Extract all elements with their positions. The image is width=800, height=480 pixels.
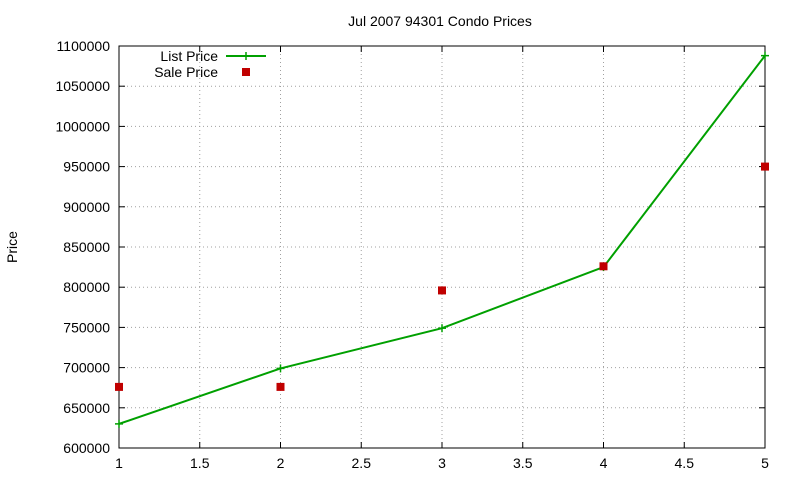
x-tick-label: 3.5 [513,455,533,471]
list-price-series [115,51,769,428]
sale-price-point [276,382,285,391]
y-tick-label: 700000 [63,360,110,376]
legend-label-sale-price: Sale Price [154,64,218,80]
x-tick-label: 1.5 [190,455,210,471]
chart-title: Jul 2007 94301 Condo Prices [348,13,532,29]
y-tick-label: 750000 [63,319,110,335]
sale-price-point [438,286,446,295]
y-tick-label: 850000 [63,239,110,255]
list-price-point [115,419,123,428]
grid-lines [118,45,766,449]
legend-marker-sale-price [242,68,250,76]
list-price-point [276,364,285,373]
x-tick-label: 2 [277,455,285,471]
legend-marker-list-price [242,52,250,60]
sale-price-series [115,162,769,391]
x-tick-label: 3 [438,455,446,471]
y-axis-label: Price [4,231,20,263]
y-tick-label: 600000 [63,440,110,456]
data-series [115,51,769,428]
axes: 1 1.5 2 2.5 3 3.5 4 4.5 5 600000 650000 700000 75000… [55,38,769,471]
sale-price-point [599,262,608,271]
y-tick-label: 1000000 [55,118,110,134]
x-tick-label: 4 [600,455,608,471]
y-tick-label: 1050000 [55,78,110,94]
list-price-point [438,324,446,333]
x-tick-label: 2.5 [352,455,372,471]
y-tick-label: 1100000 [57,38,111,54]
x-tick-label: 4.5 [675,455,695,471]
x-tick-label: 1 [115,455,123,471]
y-tick-label: 950000 [63,159,110,175]
y-tick-label: 800000 [63,279,110,295]
legend-label-list-price: List Price [160,48,218,64]
list-price-point [761,51,769,60]
sale-price-point [761,162,769,171]
y-tick-label: 650000 [63,400,110,416]
x-tick-label: 5 [761,455,769,471]
sale-price-point [115,382,123,391]
y-tick-label: 900000 [63,199,110,215]
